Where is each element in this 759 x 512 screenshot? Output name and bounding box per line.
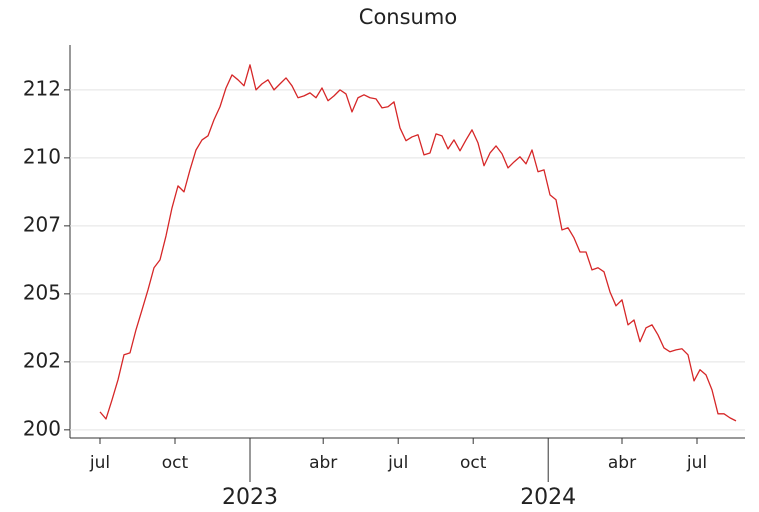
y-tick-label: 210 — [23, 144, 61, 168]
y-tick-label: 205 — [23, 280, 61, 304]
y-tick-label: 212 — [23, 76, 61, 100]
y-tick-label: 200 — [23, 416, 61, 440]
x-tick-label: jul — [387, 453, 408, 473]
chart-title: Consumo — [359, 5, 457, 29]
y-tick-label: 207 — [23, 212, 61, 236]
y-tick-label: 202 — [23, 348, 61, 372]
line — [99, 64, 737, 422]
x-tick-label: jul — [686, 453, 707, 473]
x-tick-label: oct — [162, 453, 189, 473]
x-tick-label: oct — [460, 453, 487, 473]
x-tick-label: abr — [309, 453, 337, 473]
x-tick-label: jul — [89, 453, 110, 473]
x-major-tick-label: 2023 — [222, 485, 278, 510]
x-tick-label: abr — [608, 453, 636, 473]
x-major-tick-label: 2024 — [520, 485, 576, 510]
